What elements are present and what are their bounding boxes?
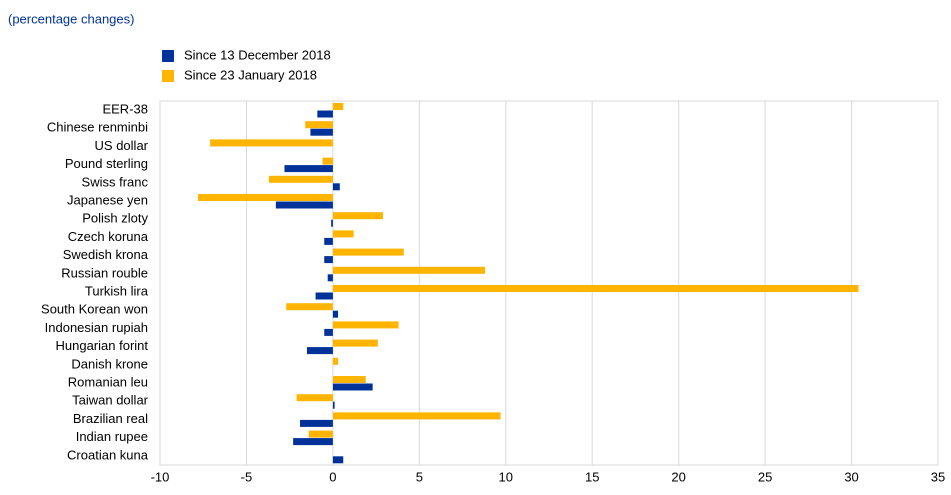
- bar: [210, 139, 333, 147]
- y-tick-label: Japanese yen: [67, 193, 148, 208]
- y-tick-label: South Korean won: [41, 302, 148, 317]
- bar: [332, 357, 339, 365]
- y-tick-label: US dollar: [95, 138, 149, 153]
- bar: [324, 328, 333, 336]
- x-tick-label: 5: [416, 469, 423, 484]
- bar: [332, 321, 399, 329]
- y-tick-label: Brazilian real: [73, 411, 148, 426]
- y-tick-label: Croatian kuna: [67, 447, 149, 462]
- x-tick-label: 30: [844, 469, 858, 484]
- y-tick-label: Czech koruna: [68, 229, 149, 244]
- bar: [322, 157, 333, 165]
- y-tick-label: Russian rouble: [61, 265, 148, 280]
- chart-subtitle: (percentage changes): [8, 11, 134, 26]
- bar: [332, 456, 344, 464]
- y-tick-label: Chinese renminbi: [47, 120, 148, 135]
- bar: [332, 212, 384, 220]
- bar: [332, 401, 335, 409]
- bar: [332, 248, 404, 256]
- bar: [306, 347, 333, 355]
- y-tick-label: Indian rupee: [76, 429, 148, 444]
- x-tick-label: 20: [671, 469, 685, 484]
- bar: [332, 383, 373, 391]
- bar: [293, 438, 333, 446]
- legend-swatch: [162, 50, 174, 62]
- y-tick-label: EER-38: [102, 102, 148, 117]
- legend-label: Since 23 January 2018: [184, 67, 317, 82]
- bar: [332, 230, 354, 238]
- legend-swatch: [162, 70, 174, 82]
- bar: [332, 310, 339, 318]
- y-tick-label: Swiss franc: [82, 174, 149, 189]
- x-tick-label: 0: [329, 469, 336, 484]
- bar: [317, 110, 333, 118]
- y-tick-label: Taiwan dollar: [72, 393, 149, 408]
- x-tick-label: -10: [151, 469, 170, 484]
- x-tick-label: 15: [585, 469, 599, 484]
- y-tick-label: Romanian leu: [68, 375, 148, 390]
- x-tick-label: 25: [758, 469, 772, 484]
- bar: [308, 430, 333, 438]
- bar: [296, 394, 333, 402]
- bar: [300, 419, 333, 427]
- bar: [275, 201, 333, 209]
- bar: [324, 256, 333, 264]
- y-tick-label: Danish krone: [71, 356, 148, 371]
- bar: [332, 339, 378, 347]
- legend-label: Since 13 December 2018: [184, 47, 331, 62]
- x-tick-label: -5: [241, 469, 253, 484]
- bar: [332, 266, 486, 274]
- bar: [332, 412, 501, 420]
- bar: [327, 274, 333, 282]
- bar: [332, 183, 340, 191]
- bar: [286, 303, 333, 311]
- bar: [324, 237, 333, 245]
- bar: [332, 285, 859, 292]
- x-tick-label: 35: [931, 469, 945, 484]
- y-tick-label: Indonesian rupiah: [45, 320, 148, 335]
- y-tick-label: Polish zloty: [82, 211, 148, 226]
- bar: [305, 121, 333, 129]
- bar: [284, 165, 333, 173]
- bar: [198, 194, 333, 201]
- y-tick-label: Hungarian forint: [56, 338, 149, 353]
- y-tick-label: Pound sterling: [65, 156, 148, 171]
- bar: [331, 219, 333, 227]
- bar: [332, 103, 344, 110]
- bar: [268, 175, 333, 183]
- y-tick-label: Turkish lira: [85, 284, 149, 299]
- bar: [310, 128, 333, 136]
- x-tick-label: 10: [499, 469, 513, 484]
- plot-frame: [159, 100, 939, 466]
- bar: [315, 292, 333, 300]
- y-tick-label: Swedish krona: [63, 247, 149, 262]
- bar: [332, 376, 366, 383]
